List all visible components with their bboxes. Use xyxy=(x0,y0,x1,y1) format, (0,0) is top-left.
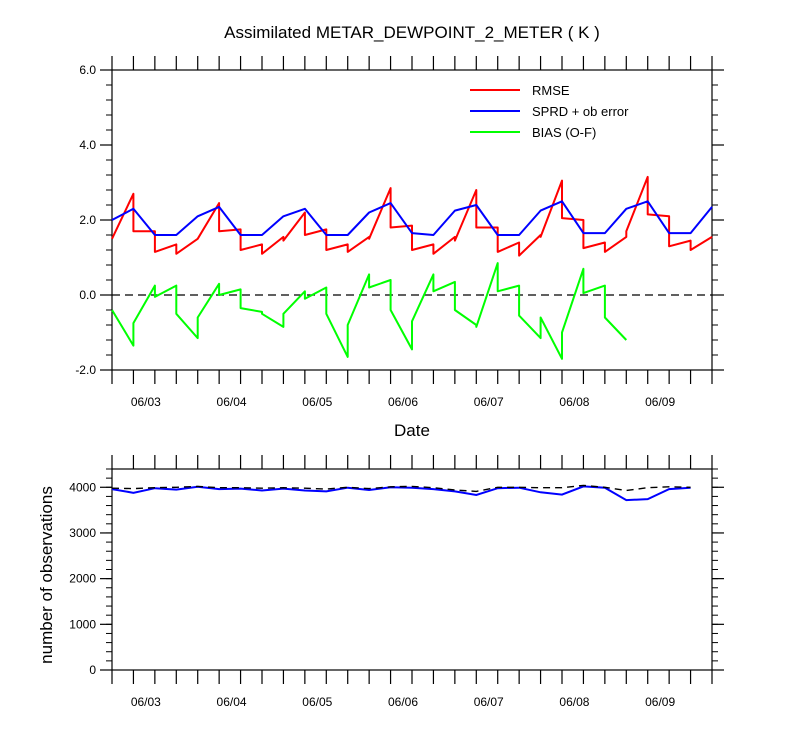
bottom-y-tick-label: 4000 xyxy=(69,480,96,494)
bottom-x-tick-label: 06/05 xyxy=(302,695,332,709)
y-axis-title: number of observations xyxy=(37,486,56,664)
bottom-y-tick-label: 3000 xyxy=(69,526,96,540)
series-line-rmse xyxy=(111,175,713,257)
bottom-chart: 4000 3000 2000 1000 0 06/03 06/04 06/05 06/06 06/… xyxy=(69,455,724,709)
top-x-tick-label: 06/04 xyxy=(217,395,247,409)
bottom-x-tick-label: 06/04 xyxy=(217,695,247,709)
top-x-tick-label: 06/07 xyxy=(474,395,504,409)
bottom-y-tick-label: 1000 xyxy=(69,617,96,631)
bottom-x-tick-label: 06/09 xyxy=(645,695,675,709)
chart-title: Assimilated METAR_DEWPOINT_2_METER ( K ) xyxy=(224,23,600,42)
bottom-y-tick-label: 2000 xyxy=(69,572,96,586)
bottom-x-tick-label: 06/06 xyxy=(388,695,418,709)
top-y-tick-label: -2.0 xyxy=(75,363,96,377)
legend-label: SPRD + ob error xyxy=(532,104,629,119)
bottom-plot-frame xyxy=(111,468,713,671)
top-y-tick-label: 4.0 xyxy=(79,138,96,152)
top-x-tick-label: 06/05 xyxy=(302,395,332,409)
top-y-tick-label: 2.0 xyxy=(79,213,96,227)
top-x-tick-label: 06/03 xyxy=(131,395,161,409)
top-y-tick-label: 6.0 xyxy=(79,63,96,77)
series-line-sprd-ob-error xyxy=(111,200,713,236)
legend-label: RMSE xyxy=(532,83,570,98)
legend-label: BIAS (O-F) xyxy=(532,125,596,140)
bottom-y-tick-label: 0 xyxy=(89,663,96,677)
bottom-x-tick-label: 06/03 xyxy=(131,695,161,709)
bottom-x-tick-label: 06/07 xyxy=(474,695,504,709)
top-x-tick-label: 06/06 xyxy=(388,395,418,409)
bottom-x-tick-label: 06/08 xyxy=(559,695,589,709)
top-chart: 6.0 4.0 2.0 0.0 -2.0 06/03 06/04 06/05 06/06 06/0… xyxy=(75,56,724,409)
top-x-tick-label: 06/09 xyxy=(645,395,675,409)
x-axis-title: Date xyxy=(394,421,430,440)
top-x-tick-label: 06/08 xyxy=(559,395,589,409)
top-y-tick-label: 0.0 xyxy=(79,288,96,302)
obs-possible-line xyxy=(111,484,691,493)
obs-used-line xyxy=(111,485,691,502)
series-line-bias-o-f xyxy=(111,262,628,360)
